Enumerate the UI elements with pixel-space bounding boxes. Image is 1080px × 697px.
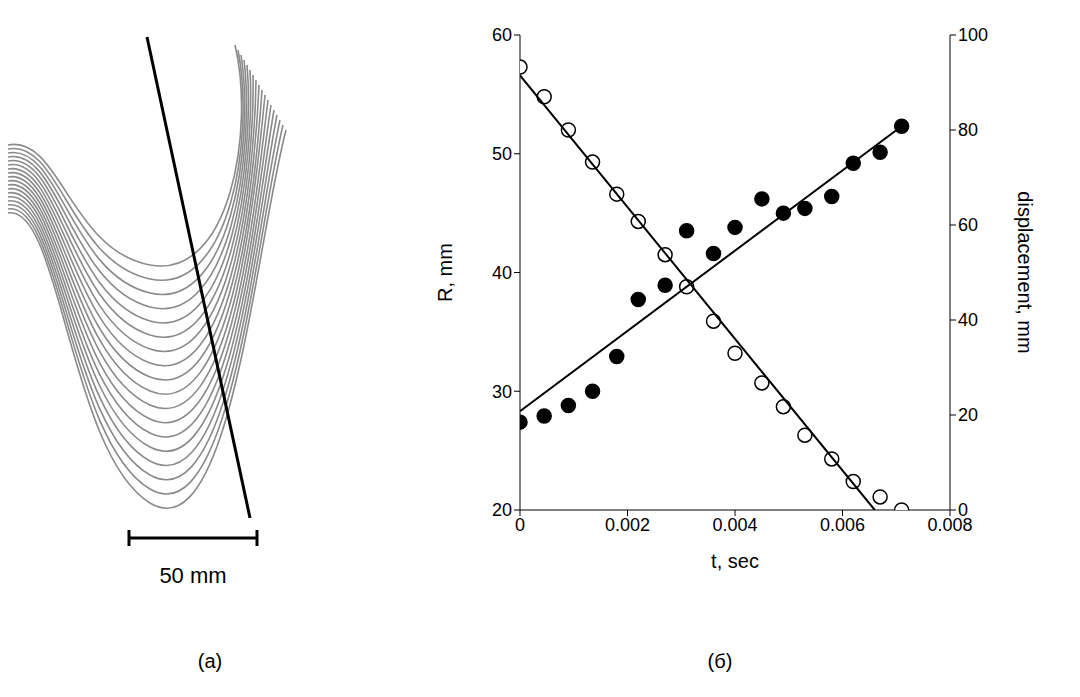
svg-text:0.002: 0.002 bbox=[605, 515, 650, 535]
svg-text:60: 60 bbox=[492, 25, 512, 45]
svg-text:40: 40 bbox=[492, 263, 512, 283]
svg-text:0: 0 bbox=[958, 500, 968, 520]
svg-text:displacement, mm: displacement, mm bbox=[1014, 191, 1036, 353]
svg-text:60: 60 bbox=[958, 215, 978, 235]
svg-text:20: 20 bbox=[958, 405, 978, 425]
svg-text:t, sec: t, sec bbox=[711, 550, 759, 572]
svg-text:40: 40 bbox=[958, 310, 978, 330]
svg-text:R, mm: R, mm bbox=[434, 243, 456, 302]
svg-text:30: 30 bbox=[492, 382, 512, 402]
svg-text:0.008: 0.008 bbox=[927, 514, 973, 535]
html-text:(a): (a) bbox=[197, 650, 223, 672]
svg-text:0.004: 0.004 bbox=[712, 515, 757, 535]
html-text:(б): (б) bbox=[707, 650, 733, 672]
svg-text:80: 80 bbox=[958, 120, 978, 140]
svg-text:0.006: 0.006 bbox=[820, 515, 865, 535]
svg-text:50: 50 bbox=[492, 144, 512, 164]
svg-text:0: 0 bbox=[515, 515, 525, 535]
svg-text:100: 100 bbox=[958, 25, 988, 45]
svg-text:20: 20 bbox=[492, 500, 512, 520]
svg-text:50 mm: 50 mm bbox=[159, 563, 226, 588]
